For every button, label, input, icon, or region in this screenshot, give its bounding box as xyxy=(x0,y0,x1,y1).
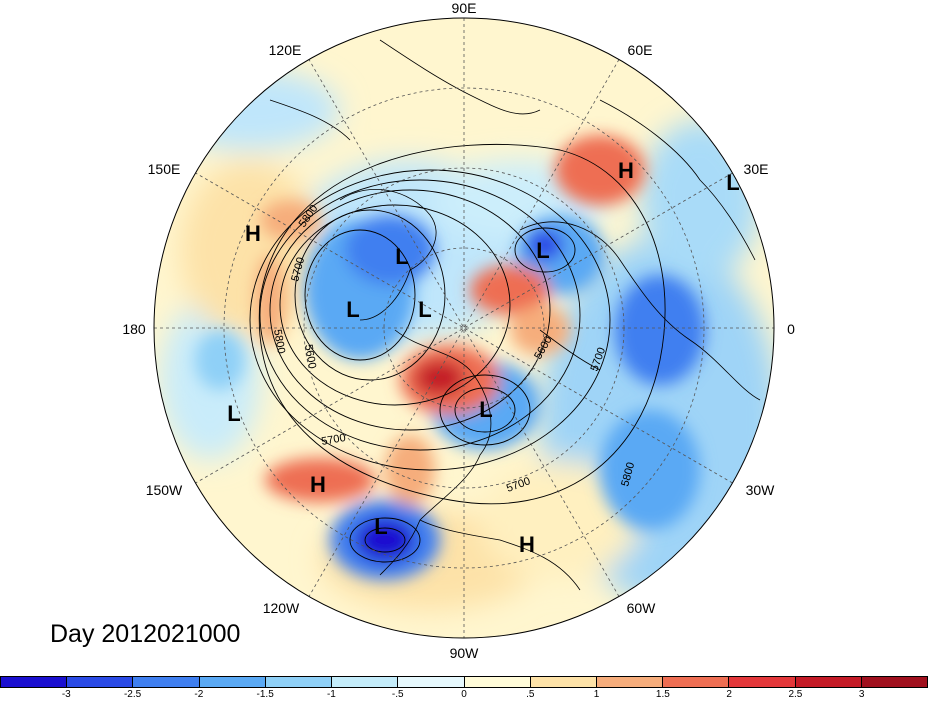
colorbar-box xyxy=(729,677,796,687)
high-center: H xyxy=(519,532,535,557)
lon-label-90w: 90W xyxy=(450,645,480,661)
lon-label-60w: 60W xyxy=(627,600,657,616)
colorbar-box xyxy=(596,677,664,687)
low-center: L xyxy=(479,397,492,422)
lon-label-150w: 150W xyxy=(146,482,183,498)
colorbar-box xyxy=(199,677,266,687)
low-center: L xyxy=(418,297,431,322)
contour-label: 5700 xyxy=(320,432,346,448)
colorbar-box xyxy=(265,677,333,687)
contour-label: 5600 xyxy=(302,343,318,369)
meridians xyxy=(154,18,774,638)
colorbar-box xyxy=(133,677,200,687)
colorbar-tick-label: 1.5 xyxy=(655,689,670,700)
date-title: Day 2012021000 xyxy=(50,620,241,648)
lon-label-30e: 30E xyxy=(744,161,769,177)
colorbar-tick-label: -2 xyxy=(194,689,204,700)
colorbar-tick-label: 2 xyxy=(726,689,732,700)
contour-label: 5800 xyxy=(271,328,287,354)
high-center: H xyxy=(618,158,634,183)
lon-label-60e: 60E xyxy=(628,42,653,58)
lon-label-90e: 90E xyxy=(452,0,477,16)
high-center: H xyxy=(310,472,326,497)
colorbar-box xyxy=(398,677,465,687)
colorbar-tick-label: 1 xyxy=(593,689,600,700)
high-center: H xyxy=(245,221,261,246)
polar-map: 90E 60E 30E 0 30W 60W 90W 120W 150W 180 … xyxy=(122,0,795,661)
lon-label-30w: 30W xyxy=(746,482,776,498)
low-center: L xyxy=(227,401,240,426)
colorbar-box xyxy=(795,677,862,687)
low-center: L xyxy=(346,297,359,322)
height-contours xyxy=(249,143,666,563)
lon-label-180: 180 xyxy=(122,321,146,337)
lon-label-120e: 120E xyxy=(269,42,302,58)
colorbar-labels: -3 -2.5 -2 -1.5 -1 -.5 0 .5 1 1.5 2 2.5 3 xyxy=(0,689,928,702)
colorbar-box xyxy=(332,677,399,687)
colorbar-tick-label: 3 xyxy=(858,689,865,700)
colorbar-box xyxy=(530,677,597,687)
low-center: L xyxy=(536,238,549,263)
colorbar-tick-label: -1 xyxy=(326,689,336,700)
colorbar xyxy=(0,676,928,688)
colorbar-box xyxy=(1,677,68,687)
low-center: L xyxy=(395,244,408,269)
colorbar-tick-label: 0 xyxy=(461,689,467,700)
coastlines xyxy=(269,39,761,591)
colorbar-tick-label: -2.5 xyxy=(123,689,142,700)
colorbar-box xyxy=(663,677,730,687)
lon-label-0: 0 xyxy=(787,321,795,337)
colorbar-tick-label: -1.5 xyxy=(256,689,274,700)
colorbar-tick-label: 2.5 xyxy=(788,689,803,700)
colorbar-box xyxy=(464,677,531,687)
map-boundary xyxy=(153,17,775,639)
lon-label-120w: 120W xyxy=(263,600,300,616)
lon-label-150e: 150E xyxy=(148,161,181,177)
low-center: L xyxy=(726,170,739,195)
colorbar-tick-label: .5 xyxy=(526,689,535,700)
colorbar-tick-label: -3 xyxy=(61,689,71,700)
low-center: L xyxy=(374,514,387,539)
colorbar-box xyxy=(67,677,134,687)
colorbar-tick-label: -.5 xyxy=(391,689,404,700)
colorbar-box xyxy=(861,677,928,687)
